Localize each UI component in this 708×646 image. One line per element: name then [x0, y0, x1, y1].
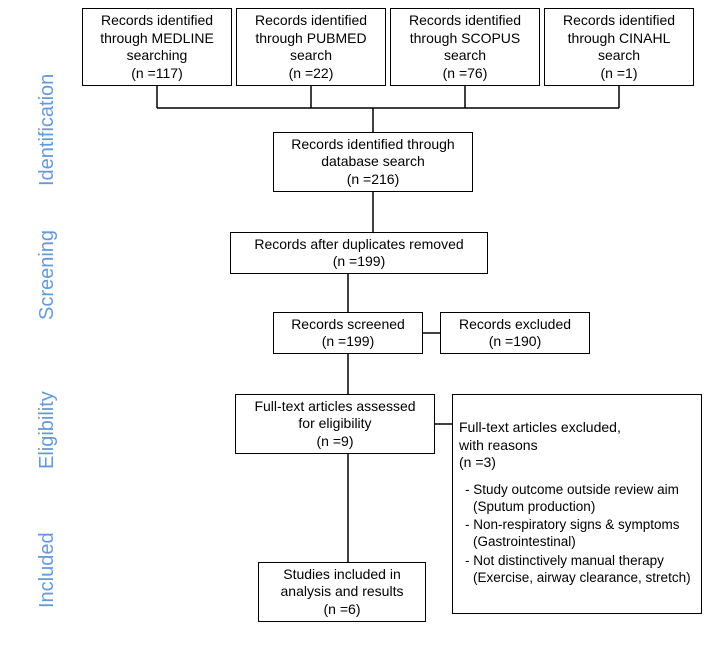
- label: analysis and results: [281, 583, 404, 601]
- label: searching: [127, 47, 188, 65]
- label: Records identified: [101, 12, 213, 30]
- exclusion-reason-item: - Not distinctively manual therapy (Exer…: [459, 553, 695, 587]
- label: search: [290, 47, 332, 65]
- label: database search: [321, 153, 425, 171]
- label: through PUBMED: [255, 30, 366, 48]
- box-records-excluded: Records excluded (n =190): [440, 312, 590, 354]
- phase-screening: Screening: [36, 220, 59, 330]
- count: (n =216): [347, 171, 400, 189]
- label: Records identified: [409, 12, 521, 30]
- count: (n =199): [322, 333, 375, 351]
- label: through SCOPUS: [410, 30, 521, 48]
- box-fulltext-excluded: Full-text articles excluded, with reason…: [452, 394, 702, 614]
- count: (n =117): [131, 65, 183, 83]
- exclusion-reason-item: - Study outcome outside review aim (Sput…: [459, 482, 695, 516]
- count: (n =76): [443, 65, 488, 83]
- box-database-search: Records identified through database sear…: [273, 132, 473, 192]
- count: (n =22): [289, 65, 334, 83]
- label: Records after duplicates removed: [254, 236, 463, 254]
- count: (n =9): [317, 433, 354, 451]
- box-fulltext-assessed: Full-text articles assessed for eligibil…: [235, 394, 435, 454]
- label: Records identified: [255, 12, 367, 30]
- count: (n =1): [601, 65, 638, 83]
- box-pubmed: Records identified through PUBMED search…: [236, 8, 386, 86]
- label: for eligibility: [298, 415, 371, 433]
- box-cinahl: Records identified through CINAHL search…: [544, 8, 694, 86]
- label: search: [598, 47, 640, 65]
- label: Studies included in: [283, 566, 401, 584]
- prisma-flowchart: Identification Screening Eligibility Inc…: [0, 0, 708, 646]
- count: (n =6): [324, 601, 361, 619]
- label: with reasons: [459, 437, 538, 455]
- box-studies-included: Studies included in analysis and results…: [258, 562, 426, 622]
- label: Full-text articles excluded,: [459, 419, 621, 437]
- box-duplicates-removed: Records after duplicates removed (n =199…: [230, 232, 488, 274]
- count: (n =3): [459, 454, 496, 472]
- label: Records screened: [291, 316, 405, 334]
- box-medline: Records identified through MEDLINE searc…: [82, 8, 232, 86]
- count: (n =190): [489, 333, 542, 351]
- label: Records identified through: [291, 136, 454, 154]
- exclusion-reason-item: - Non-respiratory signs & symptoms (Gast…: [459, 517, 695, 551]
- label: search: [444, 47, 486, 65]
- phase-eligibility: Eligibility: [36, 380, 59, 480]
- phase-included: Included: [36, 520, 59, 620]
- label: Records identified: [563, 12, 675, 30]
- count: (n =199): [333, 253, 386, 271]
- exclusion-reasons: - Study outcome outside review aim (Sput…: [459, 482, 695, 589]
- phase-identification: Identification: [36, 60, 59, 200]
- label: through MEDLINE: [100, 30, 214, 48]
- label: Full-text articles assessed: [254, 398, 415, 416]
- label: Records excluded: [459, 316, 571, 334]
- box-scopus: Records identified through SCOPUS search…: [390, 8, 540, 86]
- label: through CINAHL: [568, 30, 671, 48]
- box-records-screened: Records screened (n =199): [273, 312, 423, 354]
